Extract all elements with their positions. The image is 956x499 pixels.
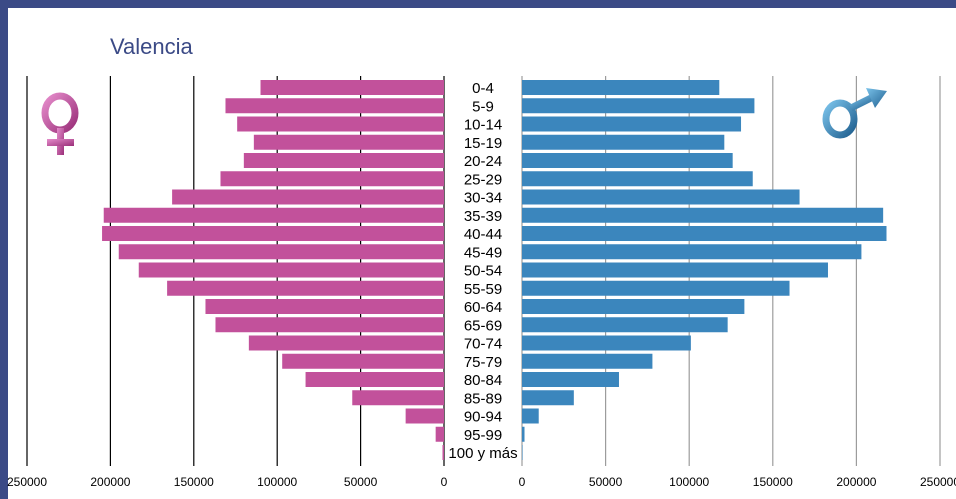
x-tick-label: 250000 bbox=[920, 475, 956, 489]
age-label: 85-89 bbox=[464, 390, 502, 407]
x-tick-label: 150000 bbox=[174, 475, 214, 489]
male-bar-40-44 bbox=[522, 226, 887, 241]
age-label: 35-39 bbox=[464, 208, 502, 225]
age-label: 80-84 bbox=[464, 372, 502, 389]
female-bar-30-34 bbox=[172, 189, 444, 205]
female-bar-50-54 bbox=[138, 262, 445, 278]
age-label: 0-4 bbox=[472, 80, 494, 97]
age-label: 30-34 bbox=[464, 190, 502, 207]
female-bar-40-44 bbox=[102, 226, 444, 241]
age-label: 75-79 bbox=[464, 354, 502, 371]
female-symbol-icon bbox=[41, 92, 79, 155]
male-bar-15-19 bbox=[522, 134, 725, 150]
x-tick-label: 200000 bbox=[90, 475, 130, 489]
male-bar-80-84 bbox=[522, 372, 619, 387]
female-bar-5-9 bbox=[225, 98, 444, 114]
male-bar-90-94 bbox=[522, 408, 539, 424]
x-tick-label: 0 bbox=[519, 475, 526, 489]
x-tick-label: 250000 bbox=[7, 475, 47, 489]
age-label: 60-64 bbox=[464, 299, 502, 316]
male-bar-75-79 bbox=[522, 353, 653, 369]
female-bar-100 y más bbox=[442, 445, 444, 460]
male-bar-55-59 bbox=[522, 280, 790, 296]
male-symbol-icon bbox=[822, 88, 887, 139]
female-bar-60-64 bbox=[205, 299, 444, 314]
male-bar-0-4 bbox=[522, 80, 720, 95]
x-tick-labels: 250000 200000 150000 100000 50000 0 0 50000 1000… bbox=[7, 475, 956, 489]
x-tick-label: 50000 bbox=[344, 475, 378, 489]
male-bar-25-29 bbox=[522, 171, 753, 187]
female-bar-85-89 bbox=[352, 390, 444, 406]
age-label: 70-74 bbox=[464, 336, 502, 353]
age-label: 25-29 bbox=[464, 171, 502, 188]
female-bar-0-4 bbox=[260, 80, 444, 95]
female-bar-25-29 bbox=[220, 171, 444, 187]
male-bar-95-99 bbox=[522, 426, 525, 442]
male-bar-5-9 bbox=[522, 98, 755, 114]
age-label: 15-19 bbox=[464, 135, 502, 152]
female-bar-55-59 bbox=[167, 280, 444, 296]
male-bar-50-54 bbox=[522, 262, 828, 278]
age-label: 40-44 bbox=[464, 226, 502, 243]
female-bar-80-84 bbox=[305, 372, 444, 387]
age-label: 90-94 bbox=[464, 409, 502, 426]
female-bar-20-24 bbox=[243, 153, 444, 168]
female-bar-35-39 bbox=[103, 207, 444, 223]
female-bar-15-19 bbox=[253, 134, 444, 150]
male-bar-35-39 bbox=[522, 207, 884, 223]
age-label: 5-9 bbox=[472, 98, 494, 115]
male-bar-45-49 bbox=[522, 244, 862, 260]
female-bars bbox=[102, 80, 445, 460]
female-bar-65-69 bbox=[215, 317, 444, 333]
male-bar-85-89 bbox=[522, 390, 574, 406]
female-bar-10-14 bbox=[237, 116, 444, 132]
male-bar-65-69 bbox=[522, 317, 728, 333]
male-bar-30-34 bbox=[522, 189, 800, 205]
x-tick-label: 100000 bbox=[669, 475, 709, 489]
age-label: 10-14 bbox=[464, 117, 502, 134]
female-bar-75-79 bbox=[282, 353, 444, 369]
female-bar-90-94 bbox=[405, 408, 444, 424]
x-tick-label: 200000 bbox=[836, 475, 876, 489]
age-label: 20-24 bbox=[464, 153, 502, 170]
male-bar-20-24 bbox=[522, 153, 733, 168]
chart-title: Valencia bbox=[110, 34, 193, 59]
x-tick-label: 150000 bbox=[753, 475, 793, 489]
x-tick-label: 100000 bbox=[257, 475, 297, 489]
male-bar-10-14 bbox=[522, 116, 742, 132]
male-bar-60-64 bbox=[522, 299, 745, 314]
male-bar-100 y más bbox=[522, 445, 523, 460]
age-label: 50-54 bbox=[464, 263, 502, 280]
age-label: 65-69 bbox=[464, 317, 502, 334]
age-label: 45-49 bbox=[464, 244, 502, 261]
age-label: 100 y más bbox=[448, 445, 517, 462]
male-bars bbox=[522, 80, 887, 460]
female-bar-95-99 bbox=[435, 426, 444, 442]
x-tick-label: 0 bbox=[441, 475, 448, 489]
female-bar-45-49 bbox=[118, 244, 445, 260]
female-bar-70-74 bbox=[248, 335, 444, 351]
age-label: 95-99 bbox=[464, 427, 502, 444]
age-label: 55-59 bbox=[464, 281, 502, 298]
x-tick-label: 50000 bbox=[589, 475, 623, 489]
male-bar-70-74 bbox=[522, 335, 691, 351]
